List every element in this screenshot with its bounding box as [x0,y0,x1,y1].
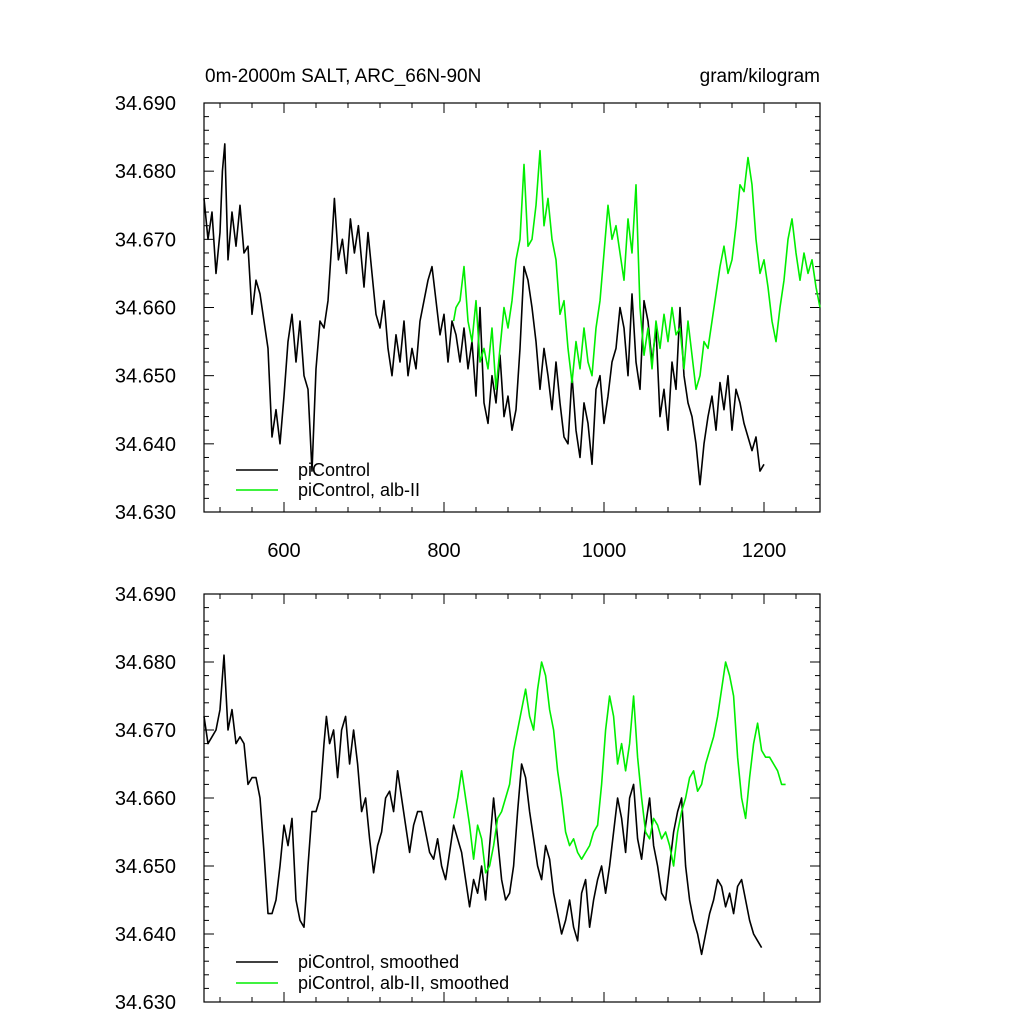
y-tick-label: 34.650 [115,856,176,878]
legend-label: piControl, alb-II [298,480,420,500]
plot-frame [203,593,821,1003]
legend-label: piControl, smoothed [298,952,459,972]
series-line-picontrol [203,143,765,486]
y-tick-label: 34.630 [115,502,176,524]
x-tick-label: 1200 [742,540,787,562]
y-tick-label: 34.690 [115,584,176,606]
y-tick-label: 34.650 [115,366,176,388]
units-label: gram/kilogram [700,66,820,87]
y-tick-label: 34.640 [115,924,176,946]
y-tick-label: 34.670 [115,720,176,742]
y-tick-label: 34.660 [115,298,176,320]
legend-label: piControl [298,460,370,480]
y-tick-label: 34.640 [115,434,176,456]
series-line-alb-ii [452,661,786,874]
x-tick-label: 800 [427,540,460,562]
x-tick-label: 1000 [582,540,627,562]
top-panel: 34.630 34.640 34.650 34.660 34.670 34.680 34.6… [115,93,821,562]
y-tick-label: 34.660 [115,788,176,810]
x-tick-label: 600 [267,540,300,562]
y-tick-label: 34.630 [115,992,176,1014]
plot-frame [203,102,821,513]
series-line-picontrol [203,654,763,956]
bottom-panel: 34.630 34.640 34.650 34.660 34.670 34.680 34.6… [115,584,821,1014]
y-tick-label: 34.680 [115,652,176,674]
series-line-alb-ii [452,149,821,391]
y-tick-label: 34.670 [115,229,176,251]
y-tick-label: 34.690 [115,93,176,115]
legend-label: piControl, alb-II, smoothed [298,973,509,993]
y-tick-label: 34.680 [115,161,176,183]
chart-title: 0m-2000m SALT, ARC_66N-90N [205,66,481,87]
